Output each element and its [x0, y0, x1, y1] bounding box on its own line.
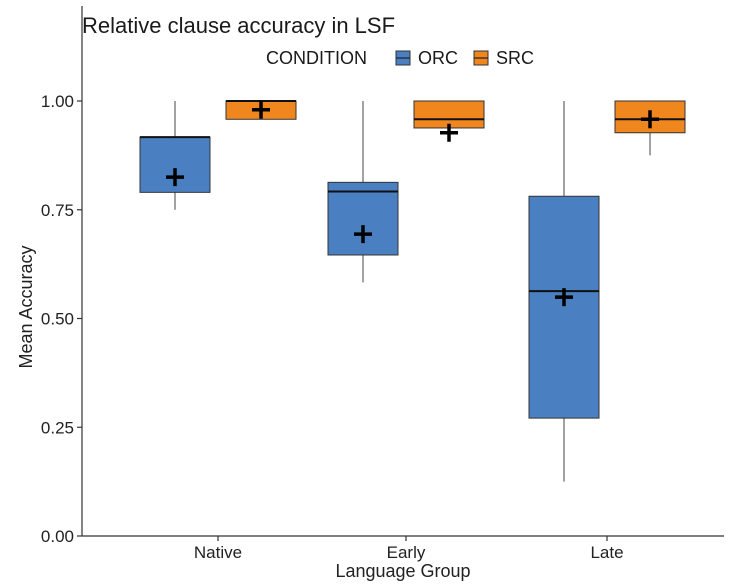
plot-area: 0.00 0.25 0.50 0.75 1.00 Native Early Late [41, 6, 724, 562]
chart-title: Relative clause accuracy in LSF [82, 13, 395, 38]
legend-label: SRC [496, 48, 534, 68]
box-body [528, 195, 600, 419]
box-orc-native [139, 101, 211, 210]
legend-item-orc: ORC [395, 48, 458, 68]
legend: CONDITION ORC SRC [266, 48, 534, 68]
box-src-late [614, 100, 686, 156]
box-orc-late [528, 101, 600, 482]
legend-title: CONDITION [266, 48, 367, 68]
box-body [413, 100, 485, 129]
y-tick-label: 0.75 [41, 201, 74, 220]
x-axis-title: Language Group [335, 561, 470, 581]
y-tick-label: 0.50 [41, 310, 74, 329]
legend-label: ORC [418, 48, 458, 68]
x-tick-label: Late [590, 543, 623, 562]
box-src-early [413, 100, 485, 142]
box-body [327, 181, 399, 256]
y-axis-title: Mean Accuracy [16, 245, 36, 368]
y-tick-label: 0.00 [41, 527, 74, 546]
y-tick-label: 0.25 [41, 418, 74, 437]
box-orc-early [327, 101, 399, 283]
box-src-native [225, 100, 297, 120]
x-tick-label: Native [194, 543, 242, 562]
x-tick-label: Early [387, 543, 426, 562]
legend-item-src: SRC [473, 48, 534, 68]
y-tick-label: 1.00 [41, 92, 74, 111]
